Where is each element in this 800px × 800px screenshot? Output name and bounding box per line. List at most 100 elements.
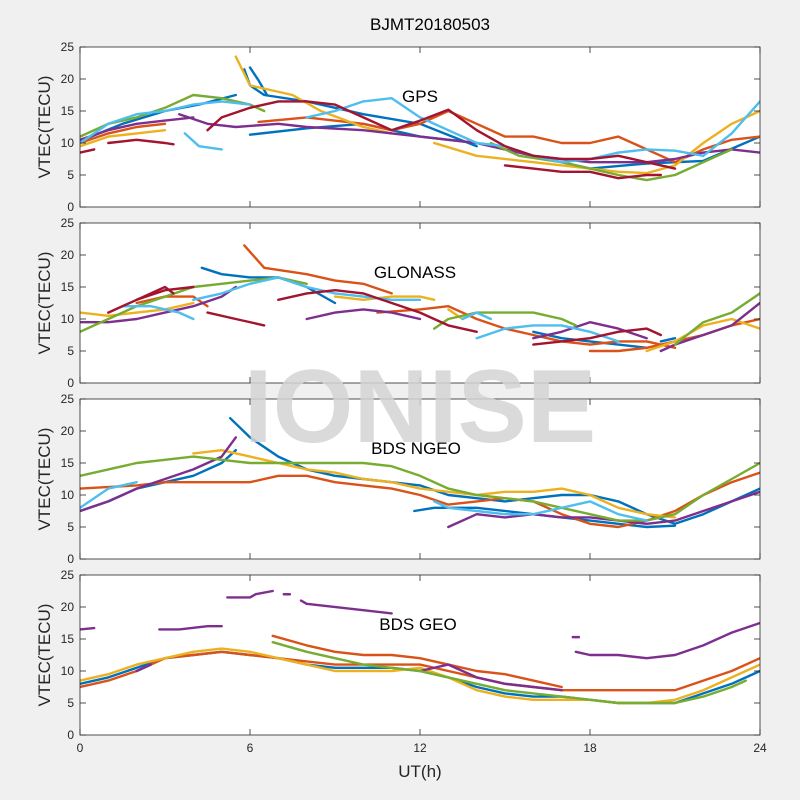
y-tick-label: 10 bbox=[61, 488, 75, 502]
series-line bbox=[271, 641, 747, 705]
y-tick-label: 25 bbox=[61, 216, 75, 230]
series-line bbox=[305, 308, 422, 321]
series-line bbox=[80, 148, 96, 154]
series-line bbox=[277, 289, 478, 333]
y-axis-label: VTEC(TECU) bbox=[35, 428, 54, 531]
series-line bbox=[532, 327, 662, 346]
series-line bbox=[659, 301, 760, 353]
series-line bbox=[178, 113, 760, 164]
plot-area bbox=[80, 47, 760, 207]
y-tick-label: 0 bbox=[67, 200, 74, 214]
series-line bbox=[135, 295, 209, 308]
y-tick-label: 10 bbox=[61, 664, 75, 678]
series-line bbox=[80, 481, 138, 509]
y-tick-label: 20 bbox=[61, 72, 75, 86]
series-line bbox=[433, 311, 577, 330]
series-line bbox=[489, 141, 733, 182]
panel-title: BDS NGEO bbox=[371, 439, 461, 458]
series-line bbox=[447, 490, 760, 529]
y-tick-label: 15 bbox=[61, 104, 75, 118]
series-line bbox=[433, 109, 760, 175]
series-line bbox=[226, 589, 274, 599]
series-line bbox=[532, 330, 648, 349]
series-group bbox=[80, 417, 760, 529]
y-tick-label: 0 bbox=[67, 552, 74, 566]
series-line bbox=[80, 436, 237, 513]
series-line bbox=[243, 244, 393, 295]
series-line bbox=[574, 621, 760, 660]
series-line bbox=[206, 100, 677, 170]
series-line bbox=[271, 634, 563, 689]
y-tick-label: 20 bbox=[61, 248, 75, 262]
y-axis-label: VTEC(TECU) bbox=[35, 604, 54, 707]
series-line bbox=[80, 129, 167, 148]
series-line bbox=[673, 292, 760, 346]
series-line bbox=[121, 305, 195, 321]
series-line bbox=[107, 138, 175, 146]
watermark: IONISE bbox=[244, 349, 597, 465]
series-line bbox=[418, 663, 563, 692]
y-tick-label: 20 bbox=[61, 600, 75, 614]
y-tick-label: 15 bbox=[61, 456, 75, 470]
panel-title: GPS bbox=[402, 87, 438, 106]
series-line bbox=[183, 132, 223, 151]
series-line bbox=[433, 500, 648, 522]
y-tick-label: 5 bbox=[67, 696, 74, 710]
x-axis-label: UT(h) bbox=[398, 762, 441, 781]
x-tick-label: 0 bbox=[77, 741, 84, 755]
series-line bbox=[80, 301, 195, 317]
series-line bbox=[135, 285, 175, 301]
series-line bbox=[503, 164, 662, 180]
series-line bbox=[80, 626, 96, 631]
series-group bbox=[80, 244, 760, 353]
series-group bbox=[80, 55, 760, 182]
y-tick-label: 5 bbox=[67, 520, 74, 534]
series-line bbox=[659, 337, 677, 343]
y-tick-label: 0 bbox=[67, 376, 74, 390]
series-line bbox=[376, 305, 677, 349]
series-line bbox=[80, 122, 167, 145]
series-line bbox=[158, 625, 223, 631]
series-line bbox=[80, 285, 237, 324]
panel-title: GLONASS bbox=[374, 263, 456, 282]
panel-glonass: 0 5 10 15 20 25 VTEC(TECU) GLONASS bbox=[35, 216, 761, 390]
series-line bbox=[80, 100, 252, 145]
series-line bbox=[206, 311, 266, 327]
panel-bds-ngeo: 0 5 10 15 20 25 VTEC(TECU) BDS NGEO bbox=[35, 392, 761, 566]
y-tick-label: 10 bbox=[61, 136, 75, 150]
y-tick-label: 15 bbox=[61, 280, 75, 294]
y-tick-label: 10 bbox=[61, 312, 75, 326]
series-group bbox=[80, 589, 760, 705]
series-line bbox=[461, 311, 492, 321]
series-line bbox=[645, 317, 760, 353]
series-line bbox=[200, 266, 337, 305]
y-tick-label: 20 bbox=[61, 424, 75, 438]
series-line bbox=[107, 285, 195, 314]
x-tick-label: 24 bbox=[753, 741, 767, 755]
y-tick-label: 25 bbox=[61, 40, 75, 54]
series-line bbox=[135, 663, 152, 673]
x-tick-label: 18 bbox=[583, 741, 597, 755]
series-line bbox=[234, 55, 393, 135]
y-axis-label: VTEC(TECU) bbox=[35, 252, 54, 355]
x-tick-label: 6 bbox=[247, 741, 254, 755]
panel-bds-geo: 0 5 10 15 20 25 0 6 12 18 24 VTEC(TECU) BDS GEO bbox=[35, 568, 767, 755]
y-tick-label: 5 bbox=[67, 168, 74, 182]
series-line bbox=[475, 324, 620, 343]
series-line bbox=[248, 66, 269, 97]
y-tick-label: 15 bbox=[61, 632, 75, 646]
series-line bbox=[299, 599, 393, 615]
panel-title: BDS GEO bbox=[379, 615, 456, 634]
y-tick-label: 25 bbox=[61, 568, 75, 582]
series-line bbox=[333, 295, 436, 301]
y-tick-label: 25 bbox=[61, 392, 75, 406]
series-line bbox=[80, 116, 195, 141]
series-line bbox=[80, 650, 760, 692]
y-axis-label: VTEC(TECU) bbox=[35, 76, 54, 179]
plot-area bbox=[80, 399, 760, 559]
figure-title: BJMT20180503 bbox=[370, 15, 490, 34]
y-tick-label: 5 bbox=[67, 344, 74, 358]
x-tick-label: 12 bbox=[413, 741, 427, 755]
panel-gps: 0 5 10 15 20 25 VTEC(TECU) GPS bbox=[35, 40, 761, 214]
